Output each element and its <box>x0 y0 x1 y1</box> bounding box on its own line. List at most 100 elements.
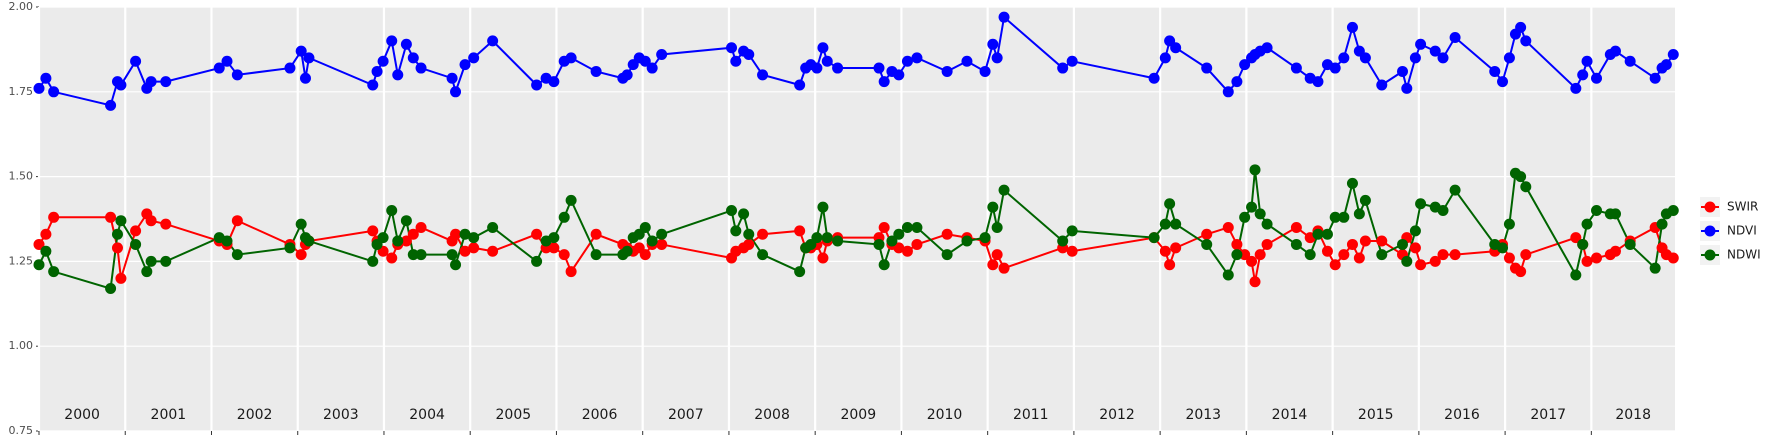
point <box>565 52 577 64</box>
point <box>105 99 117 111</box>
point <box>130 238 142 250</box>
y-tick-label: 1.25 <box>9 254 34 267</box>
point <box>548 232 560 244</box>
point <box>1057 62 1069 74</box>
point <box>531 79 543 91</box>
point <box>1449 32 1461 44</box>
point <box>998 184 1010 196</box>
point <box>371 65 383 77</box>
point <box>1415 198 1427 210</box>
point <box>794 266 806 278</box>
point <box>1437 249 1449 261</box>
point <box>590 249 602 261</box>
year-label: 2007 <box>668 407 704 423</box>
point <box>1570 269 1582 281</box>
year-label: 2014 <box>1272 407 1308 423</box>
year-label: 2017 <box>1530 407 1566 423</box>
year-label: 2003 <box>323 407 359 423</box>
point <box>1148 72 1160 84</box>
point <box>1346 238 1358 250</box>
point <box>1581 218 1593 230</box>
point <box>40 228 52 240</box>
point <box>303 52 315 64</box>
point <box>743 238 755 250</box>
point <box>991 249 1003 261</box>
point <box>33 82 45 94</box>
point <box>1222 269 1234 281</box>
point <box>160 218 172 230</box>
point <box>726 42 738 54</box>
point <box>1429 45 1441 57</box>
point <box>1239 249 1251 261</box>
point <box>941 249 953 261</box>
point <box>639 221 651 233</box>
point <box>1396 65 1408 77</box>
point <box>1231 249 1243 261</box>
point <box>1415 38 1427 50</box>
point <box>1329 62 1341 74</box>
point <box>743 48 755 60</box>
point <box>730 225 742 237</box>
point <box>1222 86 1234 98</box>
point <box>1159 52 1171 64</box>
point <box>1170 218 1182 230</box>
point <box>873 238 885 250</box>
point <box>303 235 315 247</box>
point <box>1249 164 1261 176</box>
point <box>1409 52 1421 64</box>
point <box>743 228 755 240</box>
point <box>407 249 419 261</box>
point <box>115 215 127 227</box>
point <box>284 242 296 254</box>
point <box>757 249 769 261</box>
point <box>911 52 923 64</box>
point <box>1246 255 1258 267</box>
point <box>1449 184 1461 196</box>
point <box>531 228 543 240</box>
y-tick-label: 1.00 <box>9 339 34 352</box>
point <box>1359 52 1371 64</box>
point <box>1591 72 1603 84</box>
point <box>817 42 829 54</box>
point <box>1170 42 1182 54</box>
point <box>407 228 419 240</box>
point <box>1201 228 1213 240</box>
point <box>1609 245 1621 257</box>
point <box>878 259 890 271</box>
point <box>987 259 999 271</box>
point <box>1376 249 1388 261</box>
point <box>893 228 905 240</box>
point <box>1159 245 1171 257</box>
point <box>231 215 243 227</box>
point <box>590 228 602 240</box>
point <box>221 55 233 67</box>
point <box>1609 208 1621 220</box>
point <box>1170 242 1182 254</box>
y-tick-label: 2.00 <box>9 0 34 13</box>
point <box>832 235 844 247</box>
point <box>1312 76 1324 88</box>
point <box>1591 252 1603 264</box>
point <box>1649 262 1661 274</box>
point <box>886 235 898 247</box>
point <box>115 79 127 91</box>
point <box>392 235 404 247</box>
point <box>1261 218 1273 230</box>
point <box>726 205 738 217</box>
point <box>1261 42 1273 54</box>
y-tick-label: 0.75 <box>9 424 34 437</box>
point <box>738 208 750 220</box>
point <box>656 228 668 240</box>
point <box>998 262 1010 274</box>
point <box>548 242 560 254</box>
point <box>105 283 117 295</box>
point <box>1346 21 1358 33</box>
point <box>377 232 389 244</box>
point <box>468 242 480 254</box>
point <box>656 238 668 250</box>
point <box>1066 225 1078 237</box>
point <box>1249 276 1261 288</box>
point <box>757 228 769 240</box>
point <box>1437 205 1449 217</box>
point <box>811 232 823 244</box>
